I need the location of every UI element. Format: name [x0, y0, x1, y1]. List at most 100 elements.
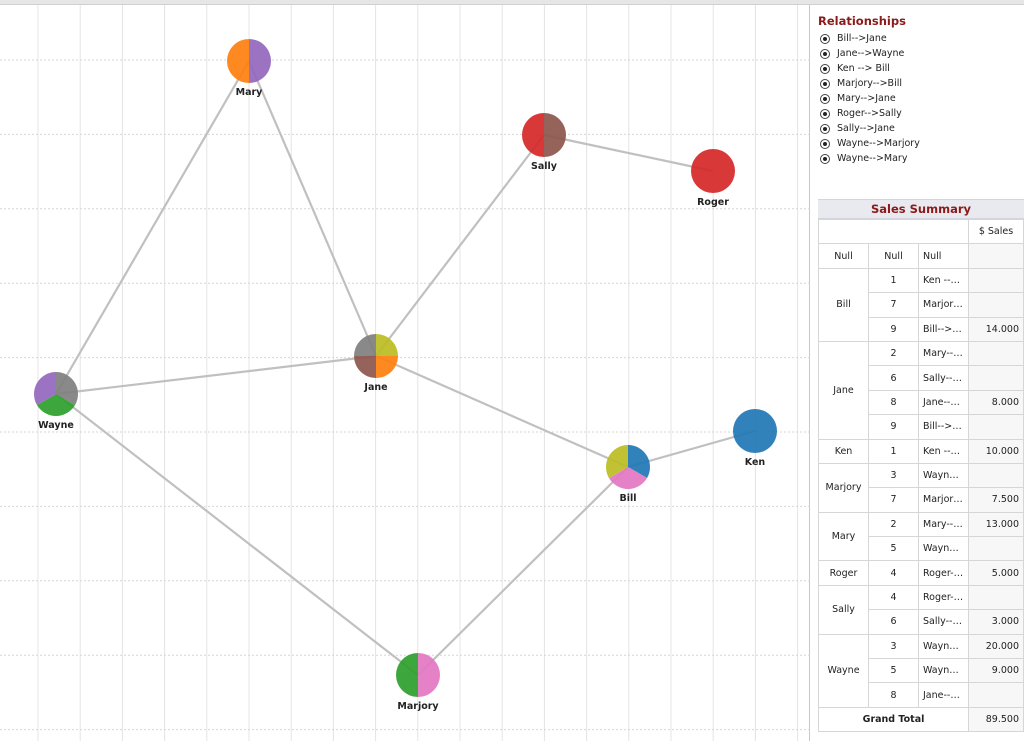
- legend-items: Bill-->Jane Jane-->Wayne Ken --> Bill Marjo…: [818, 31, 1018, 166]
- radio-dot-icon: [823, 96, 827, 101]
- table-cell: Sally-->Jane: [918, 365, 969, 391]
- group-name-cell: Ken: [818, 438, 869, 464]
- edge-wayne-marjory[interactable]: [55, 393, 419, 676]
- node-roger[interactable]: Roger: [691, 149, 735, 208]
- legend-item[interactable]: Sally-->Jane: [818, 121, 1018, 136]
- edge-bill-ken[interactable]: [627, 429, 756, 469]
- radio-icon[interactable]: [820, 123, 830, 134]
- table-cell: [968, 682, 1024, 708]
- radio-dot-icon: [823, 36, 827, 41]
- radio-icon[interactable]: [820, 78, 830, 89]
- node-bill-slice-1: [608, 467, 648, 489]
- radio-icon[interactable]: [820, 153, 830, 164]
- table-cell: 8: [868, 682, 919, 708]
- table-cell: Roger-->Sally: [918, 560, 969, 586]
- table-cell: Wayne-->Ma..: [918, 462, 969, 489]
- node-marjory[interactable]: Marjory: [396, 653, 440, 712]
- legend-item[interactable]: Wayne-->Marjory: [818, 136, 1018, 151]
- edges: [55, 60, 756, 676]
- table-cell: 10.000: [968, 438, 1024, 464]
- node-sally[interactable]: Sally: [522, 113, 566, 172]
- radio-icon[interactable]: [820, 108, 830, 119]
- table-cell: 4: [868, 584, 919, 611]
- group-name-cell: Sally: [818, 584, 869, 635]
- node-bill-slice-0: [628, 445, 650, 478]
- legend-item[interactable]: Mary-->Jane: [818, 91, 1018, 106]
- table-cell: [968, 243, 1024, 269]
- radio-dot-icon: [823, 156, 827, 161]
- legend-item[interactable]: Marjory-->Bill: [818, 76, 1018, 91]
- node-marjory-slice-1: [396, 653, 418, 697]
- table-cell: 6: [868, 365, 919, 391]
- node-sally-slice-1: [522, 113, 544, 157]
- node-label-marjory: Marjory: [397, 701, 439, 712]
- node-wayne-slice-0: [56, 372, 78, 405]
- table-cell: 5: [868, 658, 919, 684]
- table-cell: Null: [868, 243, 919, 269]
- legend-item[interactable]: Ken --> Bill: [818, 61, 1018, 76]
- legend-item[interactable]: Wayne-->Mary: [818, 151, 1018, 166]
- table-cell: Bill-->Jane: [918, 316, 969, 342]
- table-cell: [968, 292, 1024, 318]
- edge-jane-bill[interactable]: [375, 354, 629, 469]
- radio-dot-icon: [823, 126, 827, 131]
- table-cell: [968, 414, 1024, 440]
- edge-sally-roger[interactable]: [543, 133, 714, 173]
- edge-mary-wayne[interactable]: [55, 60, 250, 395]
- value-column-header: $ Sales: [968, 218, 1024, 245]
- node-bill-slice-2: [606, 445, 628, 478]
- table-cell: Mary-->Jane: [918, 340, 969, 367]
- table-cell: 2: [868, 511, 919, 538]
- legend-item-label: Mary-->Jane: [837, 93, 896, 104]
- legend-title: Relationships: [818, 14, 906, 28]
- grand-total-label: Grand Total: [818, 706, 969, 733]
- edge-mary-jane[interactable]: [247, 60, 378, 357]
- radio-dot-icon: [823, 66, 827, 71]
- radio-icon[interactable]: [820, 93, 830, 104]
- top-toolbar-strip: [0, 0, 1024, 5]
- node-mary[interactable]: Mary: [227, 39, 271, 98]
- table-cell: Wayne-->Ma..: [918, 536, 969, 562]
- node-ken[interactable]: Ken: [733, 409, 777, 468]
- table-cell: 1: [868, 438, 919, 464]
- node-wayne-slice-2: [33, 372, 56, 405]
- table-row: 9 Bill-->Jane: [819, 414, 1024, 440]
- node-jane[interactable]: Jane: [354, 334, 398, 393]
- table-header-row: $ Sales: [818, 218, 1024, 245]
- radio-icon[interactable]: [820, 33, 830, 44]
- table-cell: 3: [868, 633, 919, 660]
- legend-item[interactable]: Jane-->Wayne: [818, 46, 1018, 61]
- network-graph-canvas[interactable]: Mary Sally Roger Jane Wayne Ken Bill Marjory: [0, 5, 810, 741]
- table-cell: 5.000: [968, 560, 1024, 586]
- legend-item[interactable]: Roger-->Sally: [818, 106, 1018, 121]
- node-label-jane: Jane: [363, 382, 387, 393]
- radio-dot-icon: [823, 141, 827, 146]
- edge-sally-jane[interactable]: [375, 134, 545, 357]
- table-cell: Wayne-->Ma..: [918, 633, 969, 660]
- node-wayne[interactable]: Wayne: [33, 372, 78, 431]
- radio-icon[interactable]: [820, 138, 830, 149]
- table-cell: Jane-->Way..: [918, 682, 969, 708]
- legend-item[interactable]: Bill-->Jane: [818, 31, 1018, 46]
- node-label-roger: Roger: [697, 197, 729, 208]
- radio-icon[interactable]: [820, 48, 830, 59]
- radio-icon[interactable]: [820, 63, 830, 74]
- edge-bill-marjory[interactable]: [417, 466, 629, 676]
- sales-summary-panel: Sales Summary $ Sales Null Null Null Bill 1 Ke…: [818, 199, 1024, 741]
- table-cell: 9.000: [968, 658, 1024, 684]
- edge-jane-wayne[interactable]: [55, 354, 377, 396]
- table-cell: 7: [868, 487, 919, 513]
- node-bill[interactable]: Bill: [606, 445, 650, 504]
- network-graph-pane[interactable]: Mary Sally Roger Jane Wayne Ken Bill Marjory: [0, 5, 810, 741]
- table-cell: Ken --> Bill: [918, 267, 969, 294]
- table-cell: [968, 462, 1024, 489]
- grid-lines: [0, 5, 810, 741]
